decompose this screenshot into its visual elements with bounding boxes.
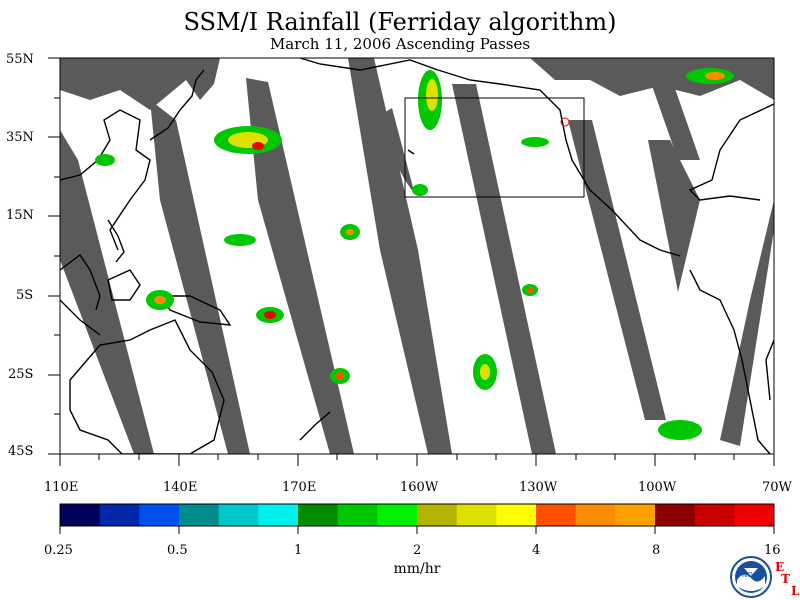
colorbar-swatch [694,504,735,526]
colorbar-units: mm/hr [393,561,441,577]
colorbar-swatch [337,504,378,526]
colorbar-swatch [575,504,616,526]
colorbar [59,503,775,534]
coastlines [60,58,774,454]
lat-label: 55N [6,52,34,67]
study-region-box [404,97,585,198]
colorbar-swatch [258,504,299,526]
swath-gap [246,78,354,454]
colorbar-swatch [298,504,339,526]
swath-gap [60,130,154,454]
colorbar-label: 0.5 [167,543,188,558]
lat-label: 15N [6,208,34,223]
colorbar-swatch [218,504,259,526]
colorbar-label: 0.25 [44,543,73,558]
lon-label: 160W [400,480,439,495]
etl-letter-l: L [791,584,800,598]
lon-label: 170E [282,480,317,495]
lon-label: 140E [163,480,198,495]
swath-gap [648,140,700,292]
lon-label: 70W [762,480,792,495]
colorbar-swatch [496,504,537,526]
colorbar-swatch [536,504,577,526]
lat-label: 5S [16,288,34,303]
lon-label: 110E [44,480,79,495]
colorbar-label: 8 [652,543,661,558]
colorbar-swatch [377,504,418,526]
lon-label: 130W [519,480,558,495]
colorbar-swatch [615,504,656,526]
colorbar-label: 1 [294,543,303,558]
colorbar-swatch [417,504,458,526]
noaa-logo-icon [730,556,772,598]
swath-gap [720,200,774,446]
swath-gap [150,100,250,454]
lat-label: 35N [6,130,34,145]
swath-gap [372,108,415,195]
colorbar-swatch [60,504,101,526]
colorbar-swatch [655,504,696,526]
colorbar-swatch [456,504,497,526]
map-title: SSM/I Rainfall (Ferriday algorithm) [183,8,617,36]
swath-gap [60,58,220,110]
colorbar-swatch [139,504,180,526]
swath-gap [452,84,556,454]
noaa-logo-text: NOAA [742,571,763,579]
rain-patches [95,68,734,440]
swath-gap [348,58,452,454]
etl-letter-e: E [775,560,785,574]
colorbar-label: 16 [764,543,781,558]
colorbar-swatch [734,504,775,526]
map-subtitle: March 11, 2006 Ascending Passes [269,35,531,53]
swath-gap [568,120,666,420]
swath-gap [650,80,700,160]
lon-label: 100W [638,480,677,495]
colorbar-swatch [99,504,140,526]
etl-letter-t: T [781,572,790,586]
axis-ticks [48,57,775,466]
colorbar-swatch [179,504,220,526]
lat-label: 45S [8,444,34,459]
lat-label: 25S [8,367,34,382]
colorbar-label: 4 [532,543,541,558]
colorbar-label: 2 [413,543,422,558]
